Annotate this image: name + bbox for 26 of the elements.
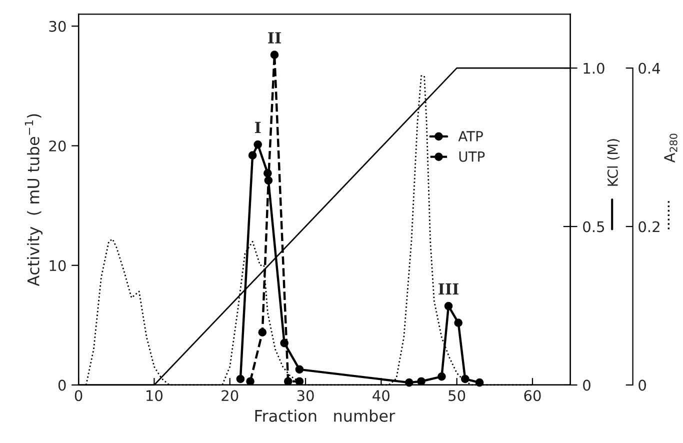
annotation: II bbox=[268, 32, 281, 44]
y2-axis-title: KCl (M) bbox=[607, 139, 620, 186]
y-tick-label: 10 bbox=[50, 260, 66, 272]
x-tick-label: 30 bbox=[297, 390, 314, 402]
y3-tick-label: 0 bbox=[638, 380, 646, 391]
y2-tick-label: 0 bbox=[583, 380, 590, 391]
y-axis-title: Activity ( mU tube$^{−1}$) bbox=[24, 114, 42, 286]
legend-label: UTP bbox=[459, 152, 485, 162]
x-tick-label: 50 bbox=[448, 390, 466, 402]
x-tick-label: 40 bbox=[372, 390, 390, 402]
y3-tick-label: 0.2 bbox=[638, 221, 660, 232]
y-tick-label: 30 bbox=[49, 20, 66, 32]
y2-tick-label: 0.5 bbox=[583, 221, 604, 232]
y-tick-label: 20 bbox=[49, 140, 66, 152]
x-tick-label: 20 bbox=[222, 390, 238, 402]
x-tick-label: 10 bbox=[146, 390, 163, 402]
legend-label: ATP bbox=[458, 131, 483, 142]
y2-tick-label: 1.0 bbox=[584, 62, 604, 74]
y3-axis-title: A$_{280}$ bbox=[664, 134, 678, 163]
x-tick-label: 0 bbox=[74, 390, 82, 402]
x-axis-title: Fraction number bbox=[255, 410, 396, 422]
y3-tick-label: 0.4 bbox=[638, 62, 660, 74]
annotation: III bbox=[438, 283, 459, 295]
annotation: I bbox=[254, 122, 261, 134]
x-tick-label: 60 bbox=[524, 390, 541, 402]
y-tick-label: 0 bbox=[58, 380, 66, 391]
